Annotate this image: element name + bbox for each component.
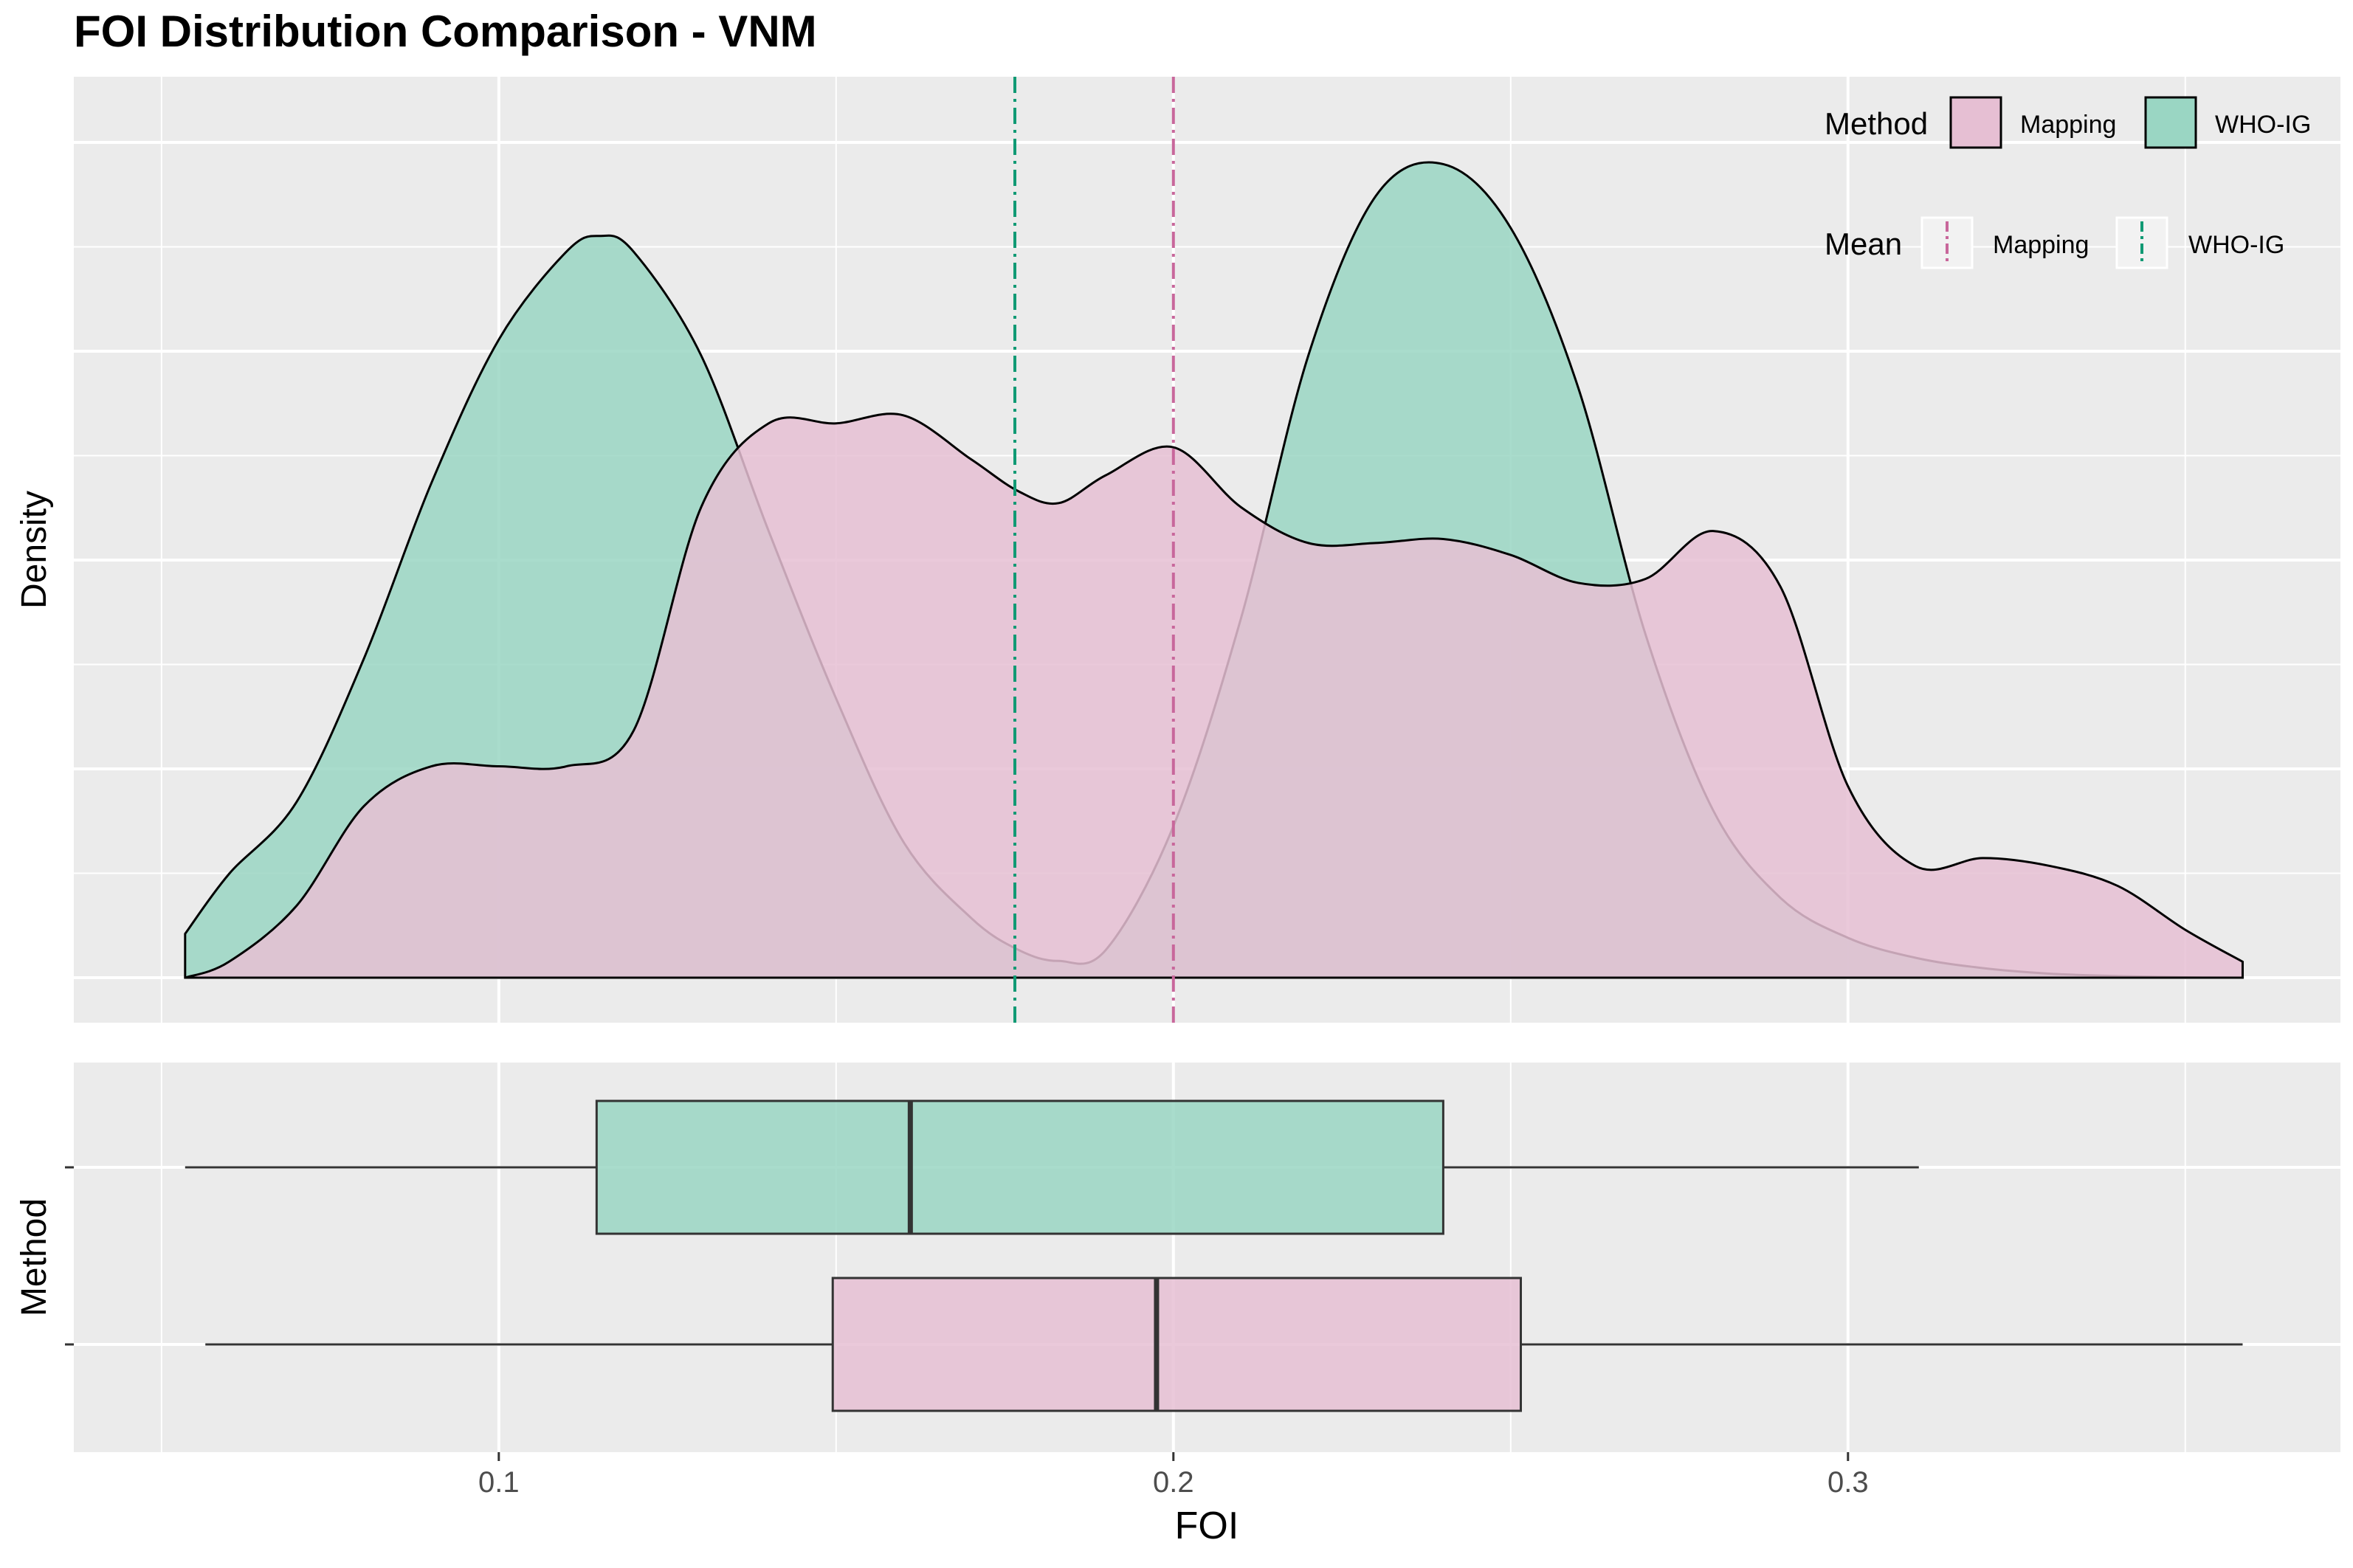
legend: Method Mapping WHO-IG Mean Mapping WHO-IG (1825, 96, 2311, 269)
legend-label: WHO-IG (2188, 231, 2284, 259)
mean-lines (1013, 77, 1175, 1024)
legend-key-mapping (1949, 96, 2002, 149)
x-tick-label: 0.1 (478, 1466, 520, 1499)
boxplots (185, 1099, 2243, 1412)
x-axis-ticks: 0.1 0.2 0.3 (65, 1166, 1869, 1499)
legend-label: Mapping (2020, 111, 2116, 139)
legend-label: WHO-IG (2215, 111, 2311, 139)
legend-label: Mapping (1993, 231, 2089, 259)
method-axis-title: Method (15, 1198, 54, 1316)
density-area-mapping (185, 412, 2244, 979)
legend-key-whoig (2144, 96, 2197, 149)
x-axis-title: FOI (1175, 1505, 1239, 1547)
legend-mean-title: Mean (1825, 227, 1902, 261)
legend-method-title: Method (1825, 106, 1928, 141)
box-mapping (831, 1277, 1523, 1412)
x-tick-label: 0.3 (1827, 1466, 1869, 1499)
box-whoig (595, 1099, 1444, 1235)
x-tick-label: 0.2 (1153, 1466, 1194, 1499)
chart-title: FOI Distribution Comparison - VNM (74, 7, 817, 56)
density-areas (184, 161, 2244, 979)
density-axis-title: Density (15, 491, 54, 609)
